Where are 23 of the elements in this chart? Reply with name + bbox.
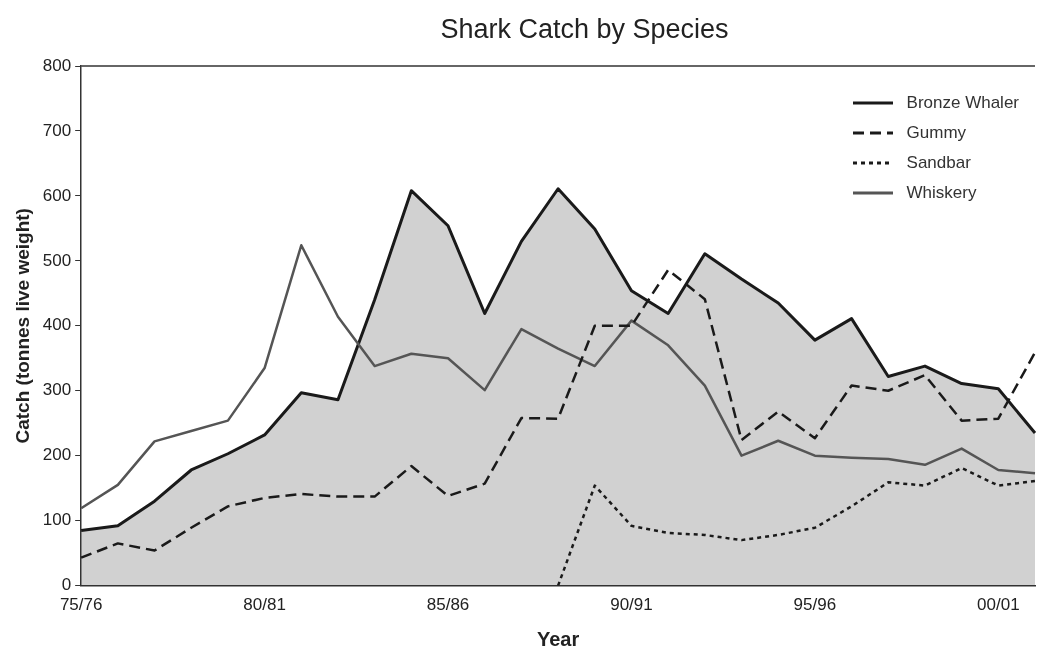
x-tick-label: 00/01 [977, 595, 1020, 615]
legend-label: Whiskery [906, 183, 977, 203]
y-tick-label: 400 [42, 315, 72, 335]
y-tick-label: 200 [42, 445, 72, 465]
y-tick-label: 700 [42, 120, 72, 140]
x-tick-label: 85/86 [426, 595, 470, 615]
line-series [556, 466, 1037, 586]
y-axis-title: Catch (tonnes live weight) [11, 208, 33, 444]
x-tick-label: 95/96 [793, 595, 837, 615]
x-tick-label: 80/81 [243, 595, 286, 615]
x-axis-title: Year [536, 627, 580, 650]
y-tick-label: 300 [42, 380, 72, 400]
legend-label: Bronze Whaler [906, 93, 1019, 113]
legend-label: Gummy [906, 123, 967, 143]
y-tick-label: 500 [42, 250, 72, 270]
x-tick-label: 75/76 [59, 595, 103, 615]
chart-title: Shark Catch by Species [439, 14, 730, 45]
y-tick-label: 0 [61, 575, 72, 595]
legend-label: Sandbar [906, 153, 971, 173]
y-tick-label: 600 [42, 185, 72, 205]
x-tick-label: 90/91 [610, 595, 653, 615]
y-tick-label: 800 [42, 55, 72, 75]
y-tick-label: 100 [42, 510, 72, 530]
